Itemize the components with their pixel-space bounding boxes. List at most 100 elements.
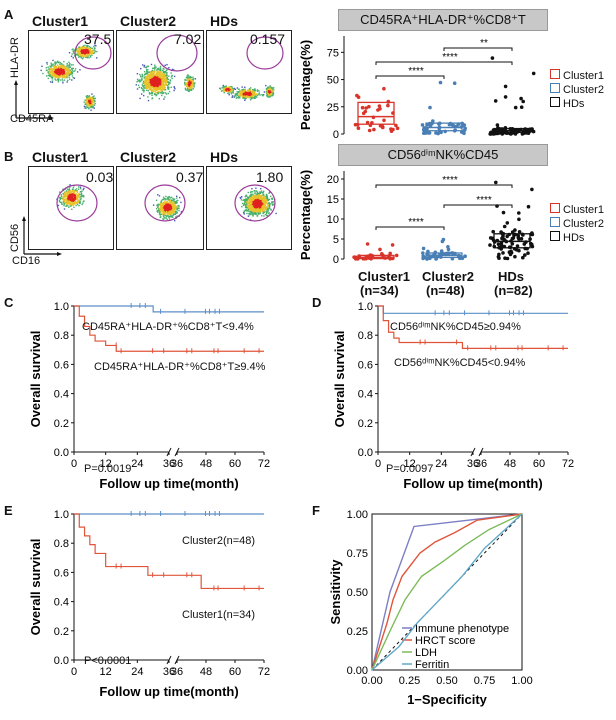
event-dot: [270, 197, 273, 200]
event-dot: [66, 62, 68, 65]
y-axis-label: Percentage(%): [298, 40, 313, 130]
event-dot: [172, 208, 174, 210]
event-dot: [71, 48, 73, 51]
event-dot: [247, 196, 249, 199]
event-dot: [143, 84, 145, 87]
event-dot: [151, 71, 153, 74]
event-dot: [75, 48, 77, 50]
event-dot: [261, 197, 263, 200]
event-dot: [162, 92, 164, 95]
event-dot: [92, 103, 94, 106]
event-dot: [49, 71, 51, 73]
event-dot: [78, 192, 80, 194]
event-dot: [92, 101, 94, 103]
event-dot: [147, 99, 150, 102]
event-dot: [88, 104, 91, 106]
event-dot: [190, 82, 192, 84]
event-dot: [171, 210, 173, 212]
gate-percent: 0.03: [86, 169, 114, 185]
event-dot: [260, 204, 262, 206]
event-dot: [266, 95, 268, 98]
event-dot: [69, 192, 71, 194]
event-dot: [86, 96, 88, 99]
event-dot: [67, 193, 69, 195]
event-dot: [265, 91, 268, 93]
event-dot: [63, 71, 66, 73]
event-dot: [231, 89, 233, 91]
event-dot: [176, 197, 178, 199]
event-dot: [47, 72, 49, 74]
event-dot: [268, 206, 270, 208]
event-dot: [52, 74, 54, 77]
event-dot: [164, 207, 166, 210]
event-dot: [173, 213, 175, 215]
event-dot: [242, 96, 245, 99]
event-dot: [155, 81, 157, 83]
event-dot: [162, 214, 165, 216]
event-dot: [168, 204, 171, 206]
event-dot: [169, 201, 171, 203]
event-dot: [79, 55, 82, 58]
event-dot: [164, 92, 167, 94]
event-dot: [252, 193, 254, 195]
event-dot: [79, 55, 81, 58]
event-dot: [246, 92, 248, 95]
event-dot: [167, 215, 169, 217]
event-dot: [79, 199, 82, 201]
event-dot: [147, 85, 149, 88]
event-dot: [166, 203, 168, 205]
event-dot: [143, 64, 146, 67]
event-dot: [251, 195, 253, 197]
event-dot: [158, 68, 160, 71]
event-dot: [248, 196, 250, 198]
event-dot: [174, 219, 176, 222]
event-dot: [172, 210, 174, 212]
event-dot: [64, 188, 66, 191]
event-dot: [83, 105, 86, 108]
event-dot: [93, 49, 96, 51]
event-dot: [65, 196, 67, 198]
event-dot: [56, 74, 58, 77]
event-dot: [230, 90, 233, 93]
event-dot: [248, 206, 250, 209]
event-dot: [191, 82, 193, 84]
event-dot: [148, 83, 150, 85]
event-dot: [154, 87, 156, 89]
event-dot: [232, 91, 234, 93]
event-dot: [76, 49, 79, 52]
event-dot: [261, 196, 264, 199]
event-dot: [68, 188, 71, 190]
event-dot: [248, 208, 250, 211]
event-dot: [63, 200, 66, 202]
event-dot: [50, 64, 53, 66]
event-dot: [188, 76, 191, 79]
event-dot: [156, 89, 158, 91]
event-dot: [72, 186, 75, 189]
event-dot: [87, 49, 89, 51]
event-dot: [166, 206, 168, 208]
event-dot: [164, 81, 166, 83]
event-dot: [247, 89, 249, 91]
facs-x-label: CD16: [12, 255, 41, 267]
event-dot: [177, 205, 179, 207]
event-dot: [77, 48, 79, 50]
event-dot: [175, 206, 178, 208]
event-dot: [256, 89, 259, 91]
event-dot: [86, 49, 88, 51]
event-dot: [156, 91, 158, 94]
event-dot: [163, 218, 165, 220]
event-dot: [55, 62, 57, 65]
event-dot: [167, 81, 169, 83]
event-dot: [162, 207, 164, 209]
gate-ellipse: [234, 184, 276, 222]
event-dot: [184, 84, 186, 86]
event-dot: [168, 88, 170, 90]
event-dot: [248, 204, 250, 206]
event-dot: [245, 206, 248, 208]
event-dot: [161, 92, 163, 94]
event-dot: [74, 197, 77, 199]
event-dot: [63, 208, 66, 210]
event-dot: [250, 199, 252, 201]
event-dot: [240, 197, 242, 199]
event-dot: [267, 205, 269, 207]
